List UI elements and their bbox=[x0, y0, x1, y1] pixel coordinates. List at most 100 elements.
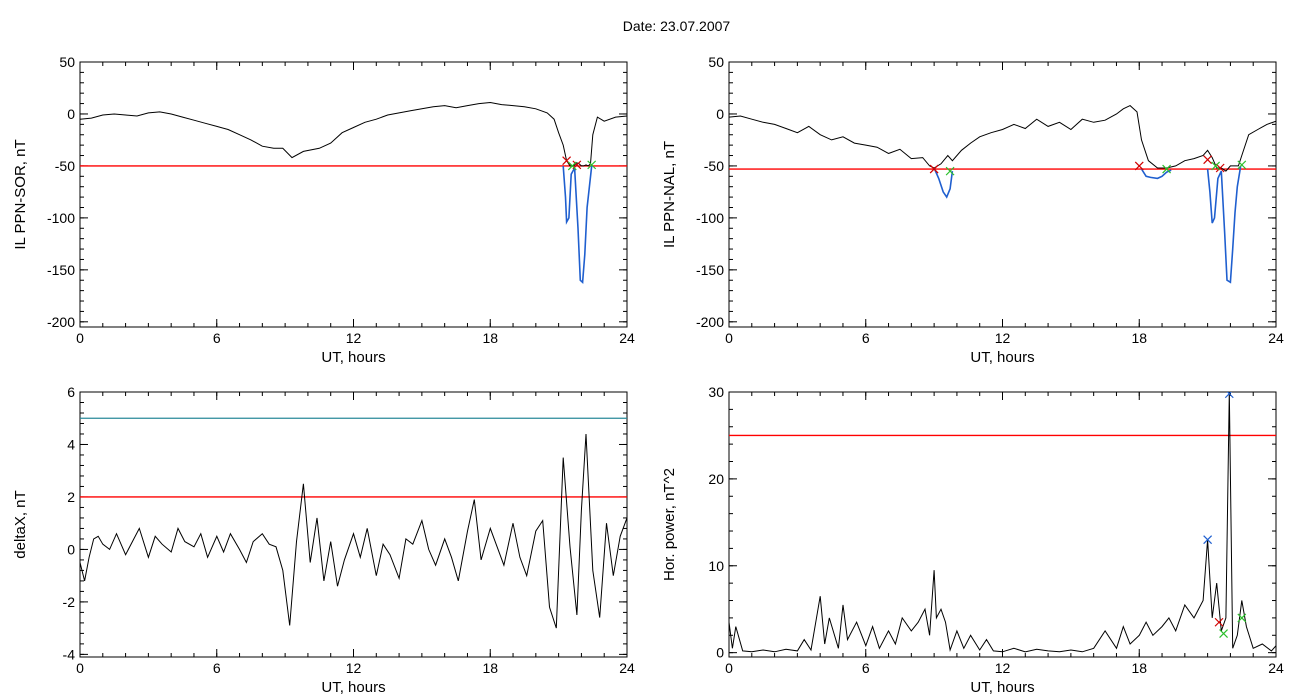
plot-area bbox=[729, 392, 1276, 653]
x-tick-label: 0 bbox=[76, 330, 84, 346]
marker-stroke bbox=[1162, 164, 1172, 174]
marker-stroke bbox=[929, 164, 939, 174]
y-tick-label: 50 bbox=[708, 54, 724, 70]
data-series-line bbox=[1206, 165, 1242, 284]
marker-stroke bbox=[1134, 161, 1144, 171]
y-tick-label: 30 bbox=[708, 384, 724, 400]
x-tick-label: 24 bbox=[619, 330, 635, 346]
y-tick-label: 20 bbox=[708, 471, 724, 487]
plot-area bbox=[80, 417, 627, 629]
event-marker bbox=[587, 160, 597, 170]
event-marker bbox=[1211, 161, 1221, 171]
x-axis-label: UT, hours bbox=[970, 349, 1034, 366]
marker-stroke bbox=[1211, 161, 1221, 171]
y-tick-label: 0 bbox=[716, 106, 724, 122]
y-tick-label: 50 bbox=[59, 54, 75, 70]
x-tick-label: 0 bbox=[725, 330, 733, 346]
y-tick-label: -200 bbox=[47, 314, 75, 330]
event-marker bbox=[1237, 160, 1247, 170]
x-tick-label: 12 bbox=[995, 330, 1011, 346]
y-axis-label: Hor. power, nT^2 bbox=[661, 468, 678, 581]
chart-panel-sor: 0 6 12 18 24 50 0 -50 -100 -150 -200 UT, hours IL PP… bbox=[12, 54, 635, 366]
marker-stroke bbox=[562, 156, 572, 166]
plot-frame bbox=[728, 61, 1277, 328]
event-marker bbox=[1134, 161, 1144, 171]
event-marker bbox=[1214, 617, 1224, 627]
y-tick-label: -100 bbox=[47, 210, 75, 226]
y-tick-label: 4 bbox=[67, 436, 75, 452]
marker-stroke bbox=[1219, 629, 1229, 638]
x-tick-label: 24 bbox=[619, 660, 635, 676]
event-marker bbox=[945, 166, 955, 176]
data-series-line bbox=[729, 105, 1276, 172]
y-axis-label: IL PPN-NAL, nT bbox=[661, 141, 678, 248]
y-tick-label: -150 bbox=[696, 262, 724, 278]
x-tick-label: 18 bbox=[1131, 660, 1147, 676]
x-axis-label: UT, hours bbox=[970, 679, 1034, 696]
plot-area bbox=[729, 105, 1276, 284]
event-marker bbox=[1203, 155, 1213, 165]
y-tick-label: 0 bbox=[716, 645, 724, 661]
marker-stroke bbox=[1214, 617, 1224, 627]
y-tick-label: 0 bbox=[67, 541, 75, 557]
x-tick-label: 24 bbox=[1268, 660, 1284, 676]
marker-stroke bbox=[945, 166, 955, 176]
event-marker bbox=[1162, 164, 1172, 174]
event-marker bbox=[1237, 613, 1247, 623]
x-tick-label: 12 bbox=[995, 660, 1011, 676]
plot-area bbox=[80, 101, 627, 284]
x-tick-label: 18 bbox=[482, 660, 498, 676]
marker-stroke bbox=[1224, 392, 1232, 399]
data-series-line bbox=[1140, 168, 1172, 180]
event-marker bbox=[1215, 163, 1225, 173]
chart-panel-power: 0 6 12 18 24 30 20 10 0 UT, hours Hor. power, nT^2 bbox=[661, 384, 1284, 696]
x-tick-label: 0 bbox=[725, 660, 733, 676]
marker-stroke bbox=[1215, 163, 1225, 173]
x-tick-label: 6 bbox=[213, 660, 221, 676]
y-tick-label: 0 bbox=[67, 106, 75, 122]
y-tick-label: -2 bbox=[63, 594, 76, 610]
marker-stroke bbox=[1203, 535, 1213, 545]
page-title: Date: 23.07.2007 bbox=[622, 18, 731, 34]
y-tick-label: -50 bbox=[55, 158, 75, 174]
data-series-line bbox=[80, 101, 627, 167]
y-tick-label: -200 bbox=[696, 314, 724, 330]
marker-stroke bbox=[1203, 155, 1213, 165]
event-marker bbox=[929, 164, 939, 174]
x-axis-label: UT, hours bbox=[321, 679, 385, 696]
data-series-line bbox=[933, 167, 954, 199]
plot-frame bbox=[79, 61, 628, 328]
x-tick-label: 0 bbox=[76, 660, 84, 676]
y-tick-label: -50 bbox=[704, 158, 724, 174]
chart-panel-nal: 0 6 12 18 24 50 0 -50 -100 -150 -200 UT, hours IL PP… bbox=[661, 54, 1284, 366]
chart-panel-deltax: 0 6 12 18 24 6 4 2 0 -2 -4 UT, hours deltaX, nT bbox=[12, 384, 635, 696]
y-tick-label: -4 bbox=[63, 646, 76, 662]
y-tick-label: -100 bbox=[696, 210, 724, 226]
y-axis-label: IL PPN-SOR, nT bbox=[12, 139, 29, 249]
y-tick-label: 6 bbox=[67, 384, 75, 400]
data-series-line bbox=[562, 165, 593, 284]
marker-stroke bbox=[1237, 160, 1247, 170]
event-marker bbox=[1219, 629, 1229, 638]
plot-frame bbox=[79, 391, 628, 658]
x-tick-label: 6 bbox=[213, 330, 221, 346]
marker-stroke bbox=[587, 160, 597, 170]
x-tick-label: 6 bbox=[862, 660, 870, 676]
x-tick-label: 12 bbox=[346, 330, 362, 346]
event-marker bbox=[1203, 535, 1213, 545]
x-axis-label: UT, hours bbox=[321, 349, 385, 366]
y-tick-label: 10 bbox=[708, 558, 724, 574]
x-tick-label: 18 bbox=[482, 330, 498, 346]
marker-stroke bbox=[567, 161, 577, 171]
y-tick-label: 2 bbox=[67, 489, 75, 505]
y-axis-label: deltaX, nT bbox=[12, 490, 29, 558]
event-marker bbox=[1224, 392, 1234, 399]
data-series-line bbox=[80, 433, 627, 629]
x-tick-label: 24 bbox=[1268, 330, 1284, 346]
x-tick-label: 18 bbox=[1131, 330, 1147, 346]
data-series-line bbox=[729, 392, 1276, 653]
x-tick-label: 6 bbox=[862, 330, 870, 346]
x-tick-label: 12 bbox=[346, 660, 362, 676]
y-tick-label: -150 bbox=[47, 262, 75, 278]
